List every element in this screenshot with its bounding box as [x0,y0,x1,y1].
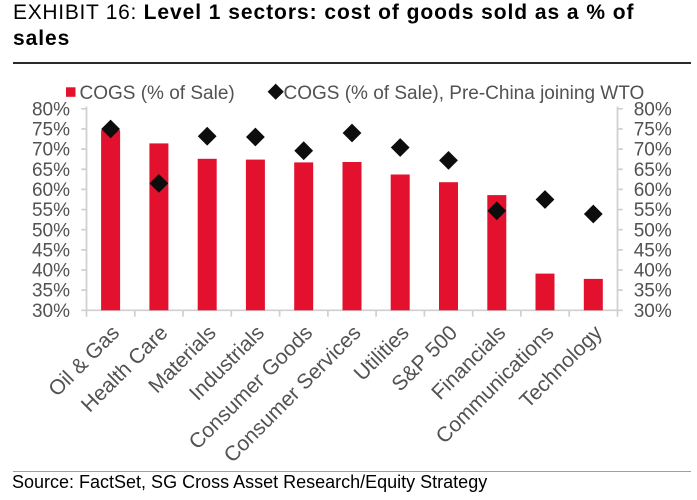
svg-text:80%: 80% [634,99,672,120]
svg-text:50%: 50% [32,220,70,241]
svg-text:75%: 75% [634,120,672,141]
svg-text:COGS (% of Sale), Pre-China jo: COGS (% of Sale), Pre-China joining WTO [284,83,645,104]
svg-text:35%: 35% [634,281,672,302]
svg-text:60%: 60% [634,180,672,201]
svg-text:40%: 40% [32,261,70,282]
svg-text:35%: 35% [32,281,70,302]
svg-text:45%: 45% [634,240,672,261]
svg-text:75%: 75% [32,120,70,141]
svg-text:COGS (% of Sale): COGS (% of Sale) [80,83,235,104]
svg-text:80%: 80% [32,99,70,120]
svg-text:30%: 30% [32,301,70,322]
svg-text:70%: 70% [634,140,672,161]
svg-text:50%: 50% [634,220,672,241]
svg-text:60%: 60% [32,180,70,201]
svg-text:65%: 65% [32,160,70,181]
svg-text:45%: 45% [32,240,70,261]
svg-text:55%: 55% [32,200,70,221]
svg-text:40%: 40% [634,261,672,282]
svg-text:70%: 70% [32,140,70,161]
svg-text:65%: 65% [634,160,672,181]
svg-text:30%: 30% [634,301,672,322]
svg-text:55%: 55% [634,200,672,221]
